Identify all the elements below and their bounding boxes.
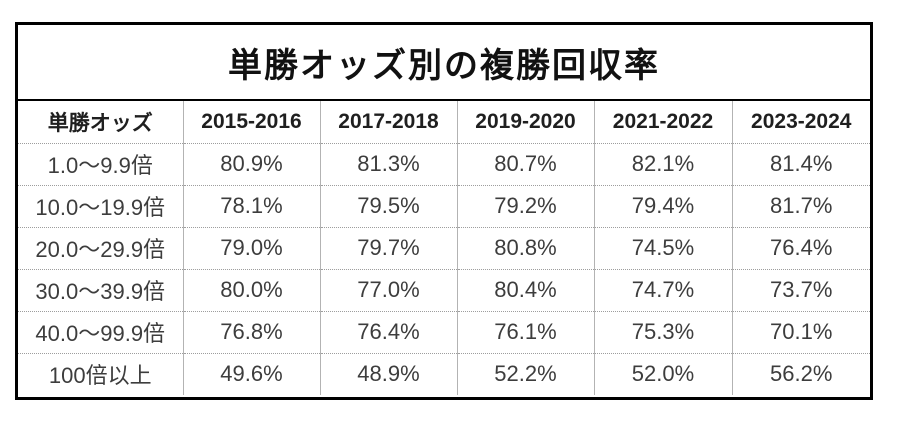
value-cell: 56.2% xyxy=(731,352,870,395)
value-cell: 80.7% xyxy=(456,142,594,185)
table-row: 30.0〜39.9倍 80.0% 77.0% 80.4% 74.7% 73.7% xyxy=(18,268,870,311)
odds-payback-table-frame: 単勝オッズ別の複勝回収率 単勝オッズ 2015-2016 2017-2018 2… xyxy=(15,22,873,400)
value-cell: 76.4% xyxy=(731,226,870,269)
value-cell: 81.3% xyxy=(319,142,457,185)
value-cell: 79.2% xyxy=(456,184,594,227)
table-title: 単勝オッズ別の複勝回収率 xyxy=(18,25,870,101)
value-cell: 79.7% xyxy=(319,226,457,269)
value-cell: 80.0% xyxy=(182,268,320,311)
value-cell: 79.5% xyxy=(319,184,457,227)
value-cell: 80.8% xyxy=(456,226,594,269)
odds-range-cell: 20.0〜29.9倍 xyxy=(18,226,183,269)
value-cell: 76.4% xyxy=(319,310,457,353)
column-header-2017-2018: 2017-2018 xyxy=(319,101,457,143)
value-cell: 76.8% xyxy=(182,310,320,353)
table-row: 40.0〜99.9倍 76.8% 76.4% 76.1% 75.3% 70.1% xyxy=(18,310,870,353)
table-header-row: 単勝オッズ 2015-2016 2017-2018 2019-2020 2021… xyxy=(18,101,870,143)
odds-range-cell: 30.0〜39.9倍 xyxy=(18,268,183,311)
value-cell: 79.4% xyxy=(593,184,732,227)
value-cell: 74.5% xyxy=(593,226,732,269)
value-cell: 80.9% xyxy=(182,142,320,185)
value-cell: 73.7% xyxy=(731,268,870,311)
value-cell: 77.0% xyxy=(319,268,457,311)
table-row: 10.0〜19.9倍 78.1% 79.5% 79.2% 79.4% 81.7% xyxy=(18,184,870,227)
odds-range-cell: 10.0〜19.9倍 xyxy=(18,184,183,227)
value-cell: 48.9% xyxy=(319,352,457,395)
table-row: 20.0〜29.9倍 79.0% 79.7% 80.8% 74.5% 76.4% xyxy=(18,226,870,269)
column-header-2015-2016: 2015-2016 xyxy=(182,101,320,143)
odds-payback-table: 単勝オッズ 2015-2016 2017-2018 2019-2020 2021… xyxy=(18,101,870,395)
value-cell: 52.0% xyxy=(593,352,732,395)
table-row: 1.0〜9.9倍 80.9% 81.3% 80.7% 82.1% 81.4% xyxy=(18,142,870,185)
value-cell: 49.6% xyxy=(182,352,320,395)
column-header-2023-2024: 2023-2024 xyxy=(731,101,870,143)
value-cell: 52.2% xyxy=(456,352,594,395)
value-cell: 78.1% xyxy=(182,184,320,227)
value-cell: 76.1% xyxy=(456,310,594,353)
value-cell: 75.3% xyxy=(593,310,732,353)
column-header-2021-2022: 2021-2022 xyxy=(593,101,732,143)
value-cell: 80.4% xyxy=(456,268,594,311)
value-cell: 82.1% xyxy=(593,142,732,185)
column-header-odds: 単勝オッズ xyxy=(47,111,153,135)
odds-range-cell: 100倍以上 xyxy=(18,352,183,395)
value-cell: 81.4% xyxy=(731,142,870,185)
value-cell: 79.0% xyxy=(182,226,320,269)
value-cell: 74.7% xyxy=(593,268,732,311)
odds-range-cell: 1.0〜9.9倍 xyxy=(18,142,183,185)
value-cell: 81.7% xyxy=(731,184,870,227)
column-header-2019-2020: 2019-2020 xyxy=(456,101,594,143)
odds-range-cell: 40.0〜99.9倍 xyxy=(18,310,183,353)
table-row: 100倍以上 49.6% 48.9% 52.2% 52.0% 56.2% xyxy=(18,352,870,395)
value-cell: 70.1% xyxy=(731,310,870,353)
